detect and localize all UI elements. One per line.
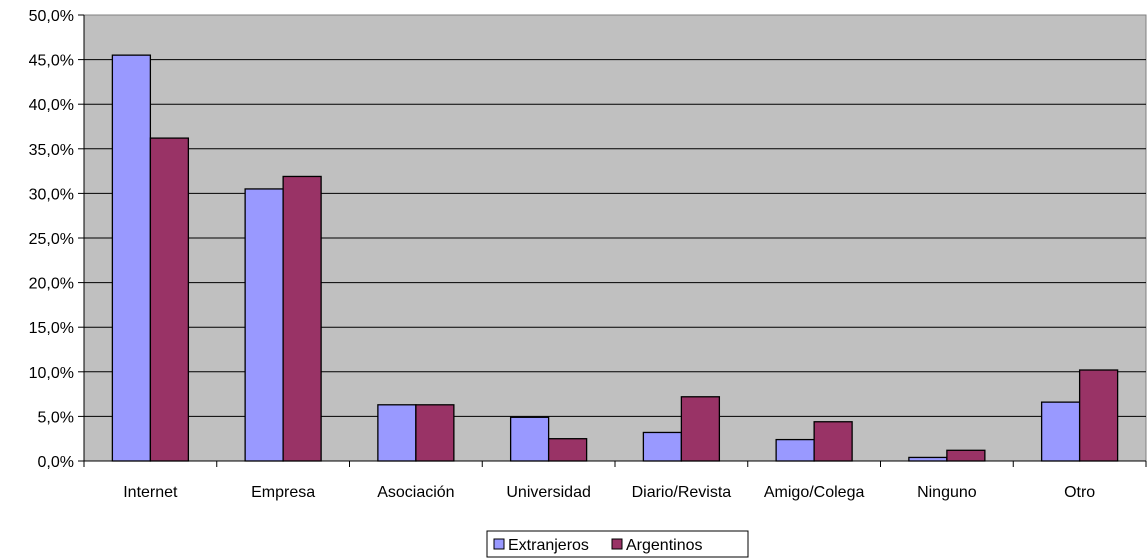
bar-argentinos-1 (282, 175, 322, 462)
bar-extranjeros-3 (509, 416, 550, 462)
x-tick-label: Universidad (506, 484, 590, 501)
y-tick-label: 40,0% (29, 97, 74, 114)
x-tick-label: Asociación (377, 484, 454, 501)
bar-extranjeros-5 (775, 438, 815, 462)
y-tick-label: 45,0% (29, 53, 74, 70)
x-tick-label: Otro (1064, 484, 1095, 501)
bar-argentinos-3 (547, 438, 588, 462)
legend-swatch-argentinos (611, 538, 623, 550)
y-tick-label: 10,0% (29, 365, 74, 382)
y-tick-label: 5,0% (38, 409, 74, 426)
x-tick-label: Internet (123, 484, 178, 501)
y-axis-tick-labels: 0,0% 5,0% 10,0% 15,0% 20,0% 25,0% 30,0% 35,0% 40… (29, 8, 74, 471)
y-tick-label: 35,0% (29, 142, 74, 159)
y-tick-label: 15,0% (29, 320, 74, 337)
bars (111, 54, 1119, 462)
y-tick-label: 0,0% (38, 454, 74, 471)
y-tick-label: 20,0% (29, 276, 74, 293)
legend-swatch-extranjeros (493, 538, 505, 550)
bar-argentinos-5 (813, 421, 853, 462)
x-tick-label: Ninguno (917, 484, 977, 501)
bar-extranjeros-6 (908, 456, 948, 462)
y-tick-label: 25,0% (29, 231, 74, 248)
x-tick-label: Diario/Revista (632, 484, 732, 501)
bar-argentinos-4 (680, 396, 721, 462)
x-tick-label: Amigo/Colega (764, 484, 865, 501)
bar-extranjeros-4 (642, 431, 683, 462)
bar-extranjeros-7 (1040, 401, 1081, 462)
y-tick-label: 50,0% (29, 8, 74, 25)
legend: Extranjeros Argentinos (486, 530, 749, 558)
x-tick-label: Empresa (251, 484, 315, 501)
legend-label-argentinos: Argentinos (626, 537, 703, 554)
legend-label-extranjeros: Extranjeros (508, 537, 589, 554)
bar-argentinos-0 (149, 137, 190, 462)
x-axis-tick-labels: Internet Empresa Asociación Universidad Diar… (123, 484, 1095, 501)
bar-extranjeros-0 (111, 54, 152, 462)
bar-extranjeros-2 (377, 404, 417, 462)
y-tick-label: 30,0% (29, 186, 74, 203)
bar-extranjeros-1 (244, 188, 284, 462)
bar-argentinos-7 (1078, 369, 1119, 462)
bar-argentinos-2 (415, 404, 455, 462)
bar-argentinos-6 (946, 449, 986, 462)
axes (78, 14, 1147, 467)
